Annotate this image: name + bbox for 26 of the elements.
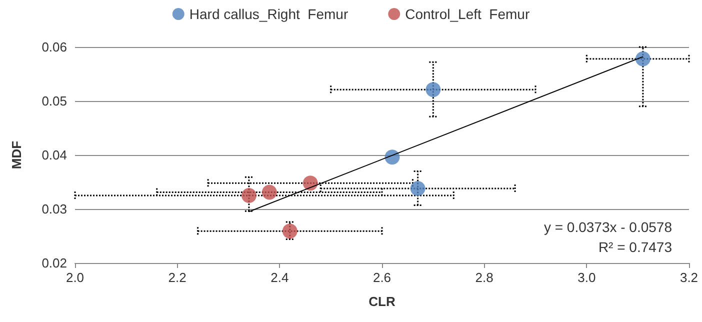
x-tick-label: 2.8 [475, 270, 494, 285]
legend-label: Control_Left Femur [405, 6, 530, 22]
point [282, 224, 298, 239]
y-axis-title: MDF [9, 140, 24, 170]
legend-label: Hard callus_Right Femur [189, 6, 348, 22]
x-tick-label: 2.4 [270, 270, 289, 285]
annotation: R² = 0.7473 [598, 239, 672, 255]
y-tick-label: 0.03 [42, 202, 67, 216]
y-tick-label: 0.04 [42, 148, 67, 162]
point [384, 150, 400, 165]
y-tick-label: 0.02 [42, 256, 67, 270]
point [426, 82, 441, 98]
x-tick-label: 2.6 [372, 270, 392, 285]
point [262, 184, 277, 200]
x-tick-label: 3.2 [680, 270, 698, 285]
point [302, 176, 318, 191]
x-tick-label: 2.0 [66, 270, 84, 285]
point [635, 51, 650, 66]
x-tick-label: 2.2 [168, 270, 186, 285]
x-tick-label: 3.0 [578, 270, 596, 285]
point [241, 188, 256, 203]
y-tick-label: 0.05 [42, 94, 67, 108]
annotation: y = 0.0373x - 0.0578 [544, 219, 672, 235]
y-tick-label: 0.06 [42, 40, 67, 54]
x-axis-title: CLR [368, 294, 396, 309]
point [410, 180, 426, 196]
